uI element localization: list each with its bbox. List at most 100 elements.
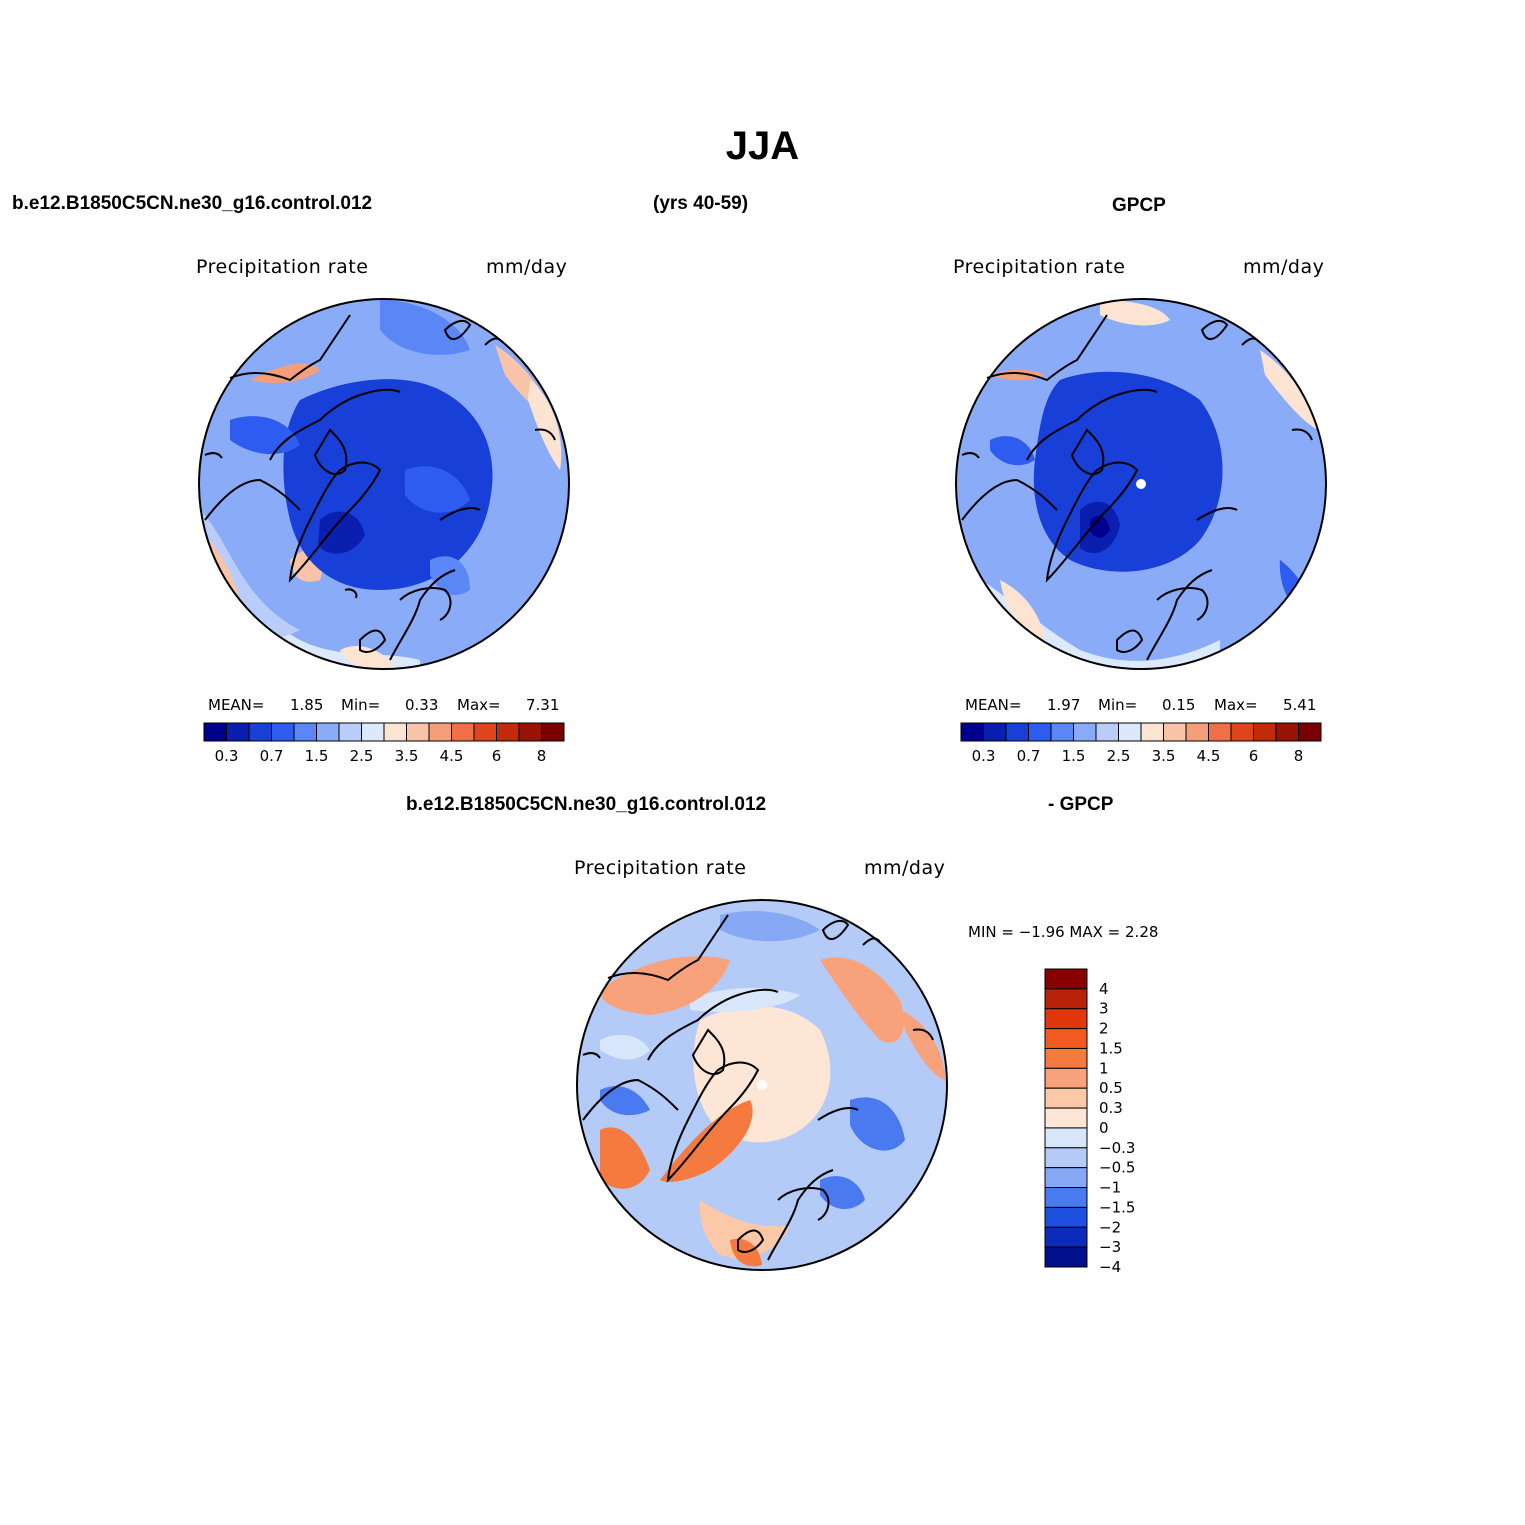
colorbar-swatch — [1044, 1226, 1088, 1248]
colorbar-tick-label: 3.5 — [395, 747, 419, 765]
colorbar-swatch — [1163, 722, 1187, 742]
colorbar-swatch — [1118, 722, 1142, 742]
model-mean-label: MEAN= — [208, 696, 265, 714]
colorbar-tick-label: 2.5 — [350, 747, 374, 765]
colorbar-swatch — [1044, 1028, 1088, 1049]
colorbar-swatch — [1028, 722, 1052, 742]
colorbar-swatch — [1044, 968, 1088, 990]
colorbar-tick-label: −4 — [1099, 1258, 1121, 1276]
colorbar-swatch — [1298, 722, 1322, 742]
model-max-value: 7.31 — [526, 696, 560, 714]
diff-field-label: Precipitation rate — [574, 857, 747, 879]
obs-field-label: Precipitation rate — [953, 256, 1126, 278]
colorbar-swatch — [293, 722, 317, 742]
obs-colorbar: 0.3 0.7 1.5 2.5 3.5 4.5 6 8 — [960, 722, 1322, 765]
colorbar-swatch — [338, 722, 362, 742]
colorbar-tick-label: 4.5 — [1197, 747, 1221, 765]
diff-obs-header: - GPCP — [1048, 794, 1114, 815]
model-mean-value: 1.85 — [290, 696, 324, 714]
colorbar-swatch — [361, 722, 385, 742]
obs-header: GPCP — [1112, 195, 1166, 216]
colorbar-tick-label: −1 — [1099, 1179, 1121, 1197]
obs-max-value: 5.41 — [1283, 696, 1317, 714]
model-colorbar: 0.3 0.7 1.5 2.5 3.5 4.5 6 8 — [203, 722, 565, 765]
obs-units-label: mm/day — [1243, 256, 1325, 278]
colorbar-swatch — [1044, 1127, 1088, 1149]
colorbar-swatch — [1140, 722, 1164, 742]
colorbar-swatch — [1185, 722, 1209, 742]
colorbar-swatch — [1073, 722, 1097, 742]
obs-mean-label: MEAN= — [965, 696, 1022, 714]
colorbar-tick-label: 3.5 — [1152, 747, 1176, 765]
colorbar-tick-label: 1.5 — [1062, 747, 1086, 765]
diff-case-header: b.e12.B1850C5CN.ne30_g16.control.012 — [406, 794, 767, 815]
obs-min-label: Min= — [1098, 696, 1138, 714]
colorbar-tick-label: 3 — [1099, 1000, 1109, 1018]
colorbar-swatch — [451, 722, 475, 742]
diff-units-label: mm/day — [864, 857, 946, 879]
colorbar-swatch — [248, 722, 272, 742]
model-field-label: Precipitation rate — [196, 256, 369, 278]
colorbar-tick-label: 4.5 — [440, 747, 464, 765]
colorbar-swatch — [428, 722, 452, 742]
obs-min-value: 0.15 — [1162, 696, 1196, 714]
colorbar-tick-label: 1 — [1099, 1059, 1109, 1077]
colorbar-swatch — [271, 722, 295, 742]
colorbar-swatch — [383, 722, 407, 742]
colorbar-tick-label: 6 — [492, 747, 502, 765]
colorbar-tick-label: −3 — [1099, 1238, 1121, 1256]
colorbar-swatch — [1044, 1147, 1088, 1169]
colorbar-swatch — [1044, 1067, 1088, 1089]
model-units-label: mm/day — [486, 256, 568, 278]
colorbar-swatch — [1044, 1087, 1088, 1109]
diff-minmax: MIN = −1.96 MAX = 2.28 — [968, 923, 1159, 941]
colorbar-swatch — [983, 722, 1007, 742]
colorbar-swatch — [473, 722, 497, 742]
colorbar-tick-label: 1.5 — [305, 747, 329, 765]
obs-polar-map — [955, 298, 1327, 670]
colorbar-swatch — [960, 722, 984, 742]
colorbar-swatch — [1044, 988, 1088, 1010]
colorbar-swatch — [1095, 722, 1119, 742]
colorbar-swatch — [1044, 1107, 1088, 1129]
colorbar-tick-label: 0.7 — [1017, 747, 1041, 765]
model-max-label: Max= — [457, 696, 501, 714]
colorbar-swatch — [518, 722, 542, 742]
colorbar-tick-label: −0.3 — [1099, 1139, 1135, 1157]
colorbar-tick-label: 2.5 — [1107, 747, 1131, 765]
colorbar-tick-label: 0.3 — [1099, 1099, 1123, 1117]
colorbar-swatch — [1044, 1008, 1088, 1030]
colorbar-tick-label: 8 — [1294, 747, 1304, 765]
model-polar-map — [198, 298, 570, 670]
model-min-value: 0.33 — [405, 696, 439, 714]
colorbar-tick-label: 6 — [1249, 747, 1259, 765]
colorbar-swatch — [1044, 1167, 1088, 1189]
colorbar-swatch — [1044, 1187, 1088, 1208]
obs-mean-value: 1.97 — [1047, 696, 1081, 714]
colorbar-swatch — [541, 722, 565, 742]
colorbar-tick-label: 8 — [537, 747, 547, 765]
colorbar-swatch — [1044, 1047, 1088, 1069]
colorbar-tick-label: 0 — [1099, 1119, 1109, 1137]
colorbar-swatch — [316, 722, 340, 742]
years-header: (yrs 40-59) — [653, 193, 749, 214]
colorbar-swatch — [1275, 722, 1299, 742]
colorbar-swatch — [1253, 722, 1277, 742]
colorbar-tick-label: −1.5 — [1099, 1198, 1135, 1216]
colorbar-tick-label: 1.5 — [1099, 1039, 1123, 1057]
colorbar-swatch — [1044, 1246, 1088, 1268]
colorbar-tick-label: 4 — [1099, 980, 1109, 998]
colorbar-tick-label: 0.3 — [972, 747, 996, 765]
colorbar-swatch — [1044, 1206, 1088, 1228]
colorbar-swatch — [1230, 722, 1254, 742]
colorbar-swatch — [1208, 722, 1232, 742]
model-min-label: Min= — [341, 696, 381, 714]
diff-colorbar: 4 3 21.5 1 0.5 0.3 0 −0.3 −0.5 −1−1.5 −2 −3 −4 — [1044, 968, 1135, 1276]
colorbar-swatch — [226, 722, 250, 742]
diff-polar-map — [576, 899, 948, 1271]
colorbar-swatch — [1005, 722, 1029, 742]
colorbar-tick-label: 0.5 — [1099, 1079, 1123, 1097]
colorbar-swatch — [1050, 722, 1074, 742]
colorbar-tick-label: 2 — [1099, 1020, 1109, 1038]
